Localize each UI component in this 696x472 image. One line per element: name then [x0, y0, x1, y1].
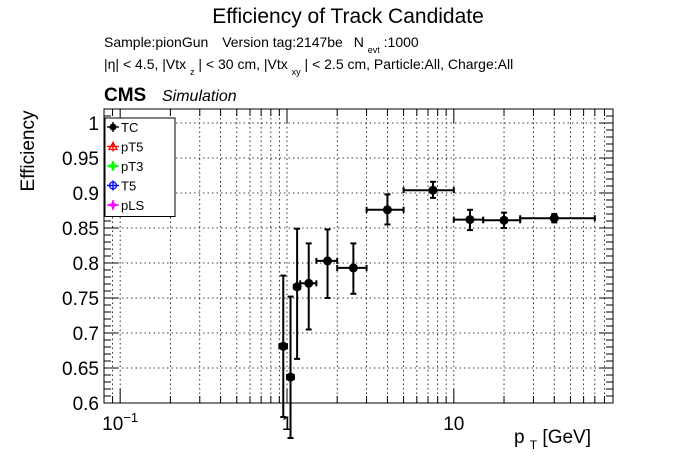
data-points [278, 180, 596, 439]
x-tick-label: 10−1 [102, 410, 138, 435]
subtitle-z-sub: z [190, 67, 195, 77]
legend-entry: pT5 [107, 140, 143, 155]
x-axis-label-p: p [514, 427, 525, 448]
legend-label: T5 [121, 179, 136, 194]
data-point [292, 227, 302, 360]
subtitle-eta: |η| < 4.5, |Vtx [104, 56, 186, 72]
data-point [315, 228, 339, 299]
marker [323, 256, 333, 266]
legend-box [104, 117, 176, 217]
data-point [482, 211, 522, 229]
subtitle-nevt-prefix: N [354, 34, 364, 50]
data-point [285, 295, 296, 439]
data-point [299, 242, 318, 331]
y-tick-label: 0.9 [73, 184, 99, 205]
y-tick-label: 0.6 [73, 394, 99, 415]
y-tick-label: 0.8 [73, 254, 99, 275]
marker [428, 185, 438, 195]
legend-entry: pT3 [107, 159, 143, 174]
y-tick-label: 0.95 [62, 149, 99, 170]
subtitle-xy-sub: xy [292, 67, 302, 77]
chart-title: Efficiency of Track Candidate [212, 5, 484, 28]
legend-label: pT5 [121, 140, 143, 155]
subtitle-nevt-sub: evt [368, 45, 381, 55]
data-point [519, 213, 596, 224]
marker [499, 215, 509, 225]
data-point [402, 180, 455, 199]
legend-entry: TC [107, 120, 138, 135]
legend-marker-icon [107, 141, 119, 151]
y-tick-label: 0.65 [62, 359, 99, 380]
legend: TC pT5 pT3 T5 pLS [104, 117, 176, 217]
grid [103, 109, 614, 404]
simulation-label: Simulation [162, 88, 237, 105]
cms-label: CMS [104, 85, 146, 106]
plot-frame [103, 108, 614, 404]
legend-label: TC [121, 120, 138, 135]
y-tick-label: 1 [88, 114, 99, 135]
marker [465, 215, 475, 225]
marker [382, 205, 392, 215]
legend-marker-icon [109, 123, 117, 131]
marker [348, 263, 358, 273]
legend-entry: T5 [107, 179, 136, 194]
legend-label: pLS [121, 198, 144, 213]
legend-entry: pLS [107, 198, 144, 213]
data-point [278, 274, 288, 418]
subtitle-sample: Sample:pionGun [104, 34, 208, 50]
x-axis-label-unit: [GeV] [542, 427, 591, 448]
legend-label: pT3 [121, 159, 143, 174]
x-axis-label-sub: T [530, 438, 538, 452]
x-axis-label: p T [GeV] [514, 427, 591, 454]
subtitle-nevt-value: :1000 [384, 34, 419, 50]
data-point [452, 208, 485, 232]
marker [304, 278, 314, 288]
marker [278, 341, 288, 351]
y-tick-label: 0.7 [73, 324, 99, 345]
marker [549, 213, 559, 223]
subtitle-version: Version tag:2147be [222, 34, 343, 50]
y-tick-label: 0.85 [62, 219, 99, 240]
y-tick-label: 0.75 [62, 289, 99, 310]
legend-marker-icon [107, 199, 119, 211]
subtitle-line-2: |η| < 4.5, |Vtx z | < 30 cm, |Vtx xy | <… [104, 56, 513, 78]
x-tick-label: 10 [443, 414, 464, 435]
y-axis-label: Efficiency [18, 110, 39, 191]
subtitle-rest: | < 2.5 cm, Particle:All, Charge:All [305, 56, 514, 72]
subtitle-line-1: Sample:pionGun Version tag:2147be N evt … [104, 34, 419, 56]
marker [286, 372, 296, 382]
data-point [365, 193, 405, 226]
legend-marker-icon [111, 162, 115, 170]
legend-marker-icon [108, 181, 118, 190]
data-point [336, 242, 368, 295]
x-tick-label: 1 [282, 414, 293, 435]
subtitle-vtxz: | < 30 cm, |Vtx [198, 56, 287, 72]
